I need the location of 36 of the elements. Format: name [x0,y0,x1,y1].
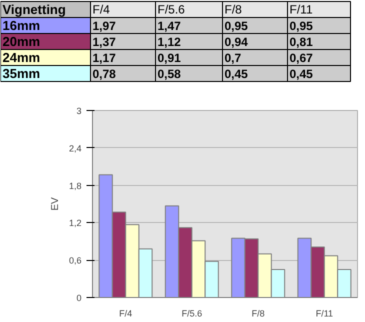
data-label: 0,58 [158,67,182,81]
text: 24mm [2,50,40,65]
text: 16mm [2,18,40,33]
y-tick-label: 1,2 [68,218,82,228]
y-axis-title: EV [50,197,61,211]
text: 20mm [2,34,40,49]
y-tick-label: 1,8 [68,180,82,191]
y-tick-label: 0 [76,293,82,303]
data-label: 0,45 [224,67,248,81]
category-label: F/11 [290,2,313,16]
y-tick-label: 2,4 [68,143,82,154]
data-label: 0,7 [224,51,242,65]
legend-title: Vignetting [2,2,66,17]
y-tick-label: 0,6 [68,256,82,266]
data-label: 0,95 [224,19,248,33]
data-label: 1,12 [158,35,182,49]
text: 35mm [2,66,40,81]
data-label: 0,95 [290,19,314,33]
data-label: 0,45 [290,67,314,81]
data-label: 0,67 [290,51,314,65]
x-tick-label: F/11 [316,308,334,318]
data-label: 1,47 [158,19,182,33]
data-label: 1,17 [92,51,116,65]
category-label: F/8 [224,2,242,16]
category-label: F/5.6 [158,2,185,16]
x-tick-label: F/8 [252,308,265,318]
data-label: 0,78 [92,67,116,81]
x-tick-label: F/4 [119,308,132,318]
category-label: F/4 [92,2,110,16]
data-label: 1,37 [92,35,116,49]
y-tick-label: 3 [76,106,82,116]
data-label: 1,97 [92,19,116,33]
data-label: 0,81 [290,35,314,49]
data-label: 0,94 [224,35,248,49]
data-label: 0,91 [158,51,182,65]
x-tick-label: F/5.6 [182,308,202,318]
